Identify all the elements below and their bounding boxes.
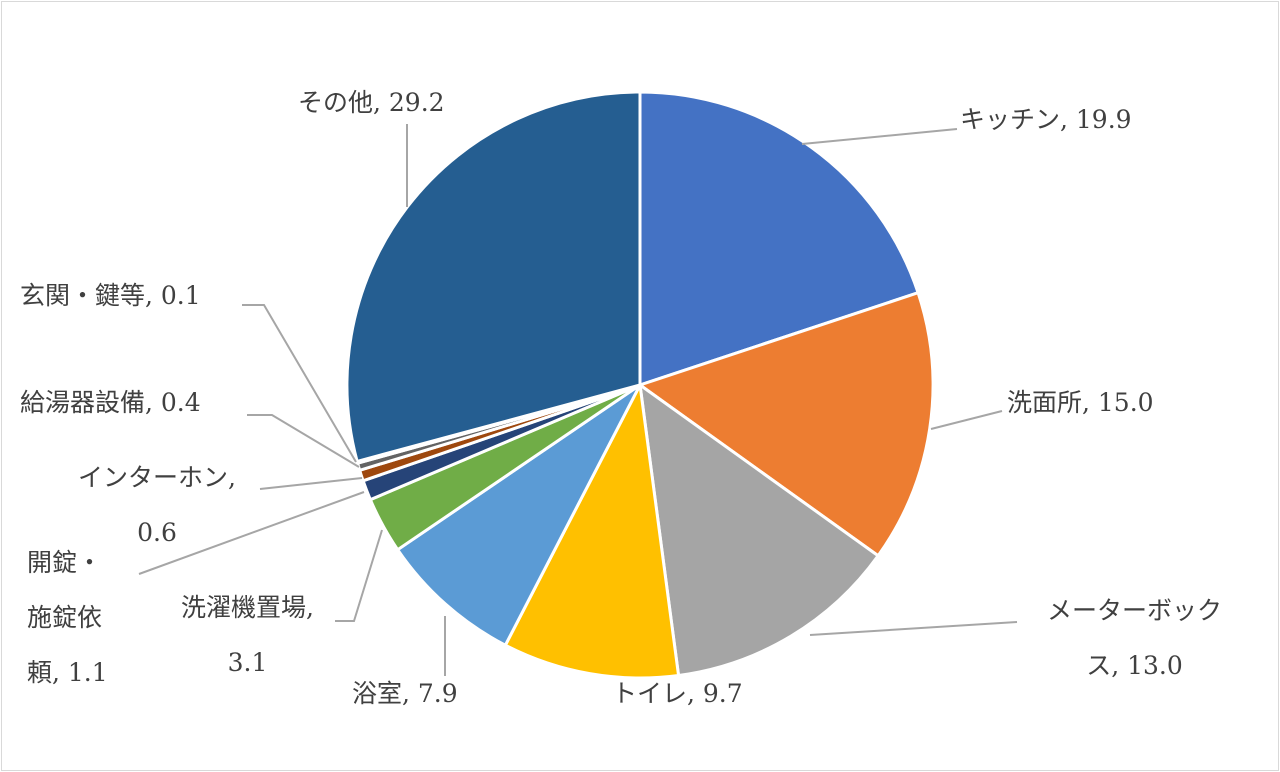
data-label-line-3: 頼, 1.1 bbox=[27, 658, 108, 687]
leader-line-water-heater bbox=[247, 414, 360, 468]
data-label-other: その他, 29.2 bbox=[298, 75, 445, 130]
data-label-text: 玄関・鍵等, 0.1 bbox=[20, 281, 201, 310]
pie-slice-0 bbox=[638, 90, 920, 388]
data-label-entrance: 玄関・鍵等, 0.1 bbox=[20, 268, 201, 323]
data-label-meter-box: メーターボック ス, 13.0 bbox=[1022, 583, 1247, 693]
data-label-laundry: 洗濯機置場, 3.1 bbox=[160, 580, 335, 690]
data-label-intercom: インターホン, 0.6 bbox=[57, 450, 257, 560]
leader-line-meter-box bbox=[809, 621, 1018, 636]
pie-slice-3 bbox=[503, 380, 681, 680]
data-label-line-2: 施錠依 bbox=[27, 603, 103, 632]
data-label-line-2: 0.6 bbox=[137, 518, 177, 547]
pie-slice-4 bbox=[395, 383, 642, 648]
data-label-text: 洗面所, 15.0 bbox=[1007, 388, 1154, 417]
data-label-unlock: 開錠・施錠依頼, 1.1 bbox=[27, 535, 108, 700]
data-label-line-1: インターホン, bbox=[78, 463, 236, 492]
data-label-line-1: 開錠・ bbox=[27, 548, 103, 577]
data-label-toilet: トイレ, 9.7 bbox=[612, 666, 743, 721]
leader-line-intercom bbox=[259, 477, 363, 490]
pie-slice-2 bbox=[638, 381, 881, 678]
data-label-bathroom: 浴室, 7.9 bbox=[352, 666, 458, 721]
data-label-kitchen: キッチン, 19.9 bbox=[960, 92, 1132, 147]
leader-line-unlock bbox=[138, 491, 365, 575]
data-label-text: その他, 29.2 bbox=[298, 88, 445, 117]
leader-line-laundry bbox=[335, 529, 383, 622]
data-label-line-1: メーターボック bbox=[1046, 596, 1222, 625]
data-label-text: キッチン, 19.9 bbox=[960, 105, 1132, 134]
data-label-text: トイレ, 9.7 bbox=[612, 679, 743, 708]
data-label-line-2: ス, 13.0 bbox=[1086, 651, 1183, 680]
leader-line-senmenjo bbox=[930, 410, 1003, 430]
pie-slice-1 bbox=[636, 290, 935, 558]
data-label-line-2: 3.1 bbox=[227, 648, 268, 677]
leader-line-entrance bbox=[242, 304, 357, 463]
leader-line-kitchen bbox=[801, 128, 958, 145]
data-label-senmenjo: 洗面所, 15.0 bbox=[1007, 375, 1154, 430]
data-label-water-heater: 給湯器設備, 0.4 bbox=[20, 375, 201, 430]
data-label-text: 給湯器設備, 0.4 bbox=[20, 388, 201, 417]
data-label-line-1: 洗濯機置場, bbox=[181, 593, 314, 622]
data-label-text: 浴室, 7.9 bbox=[352, 679, 458, 708]
